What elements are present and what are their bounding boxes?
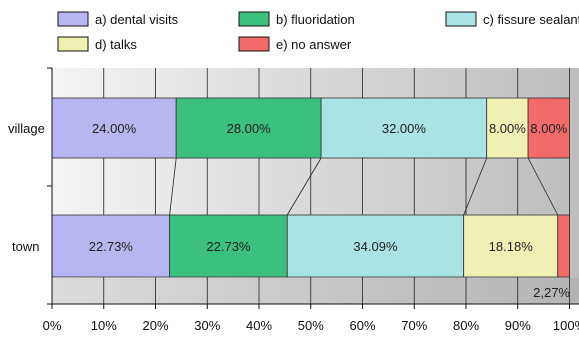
x-tick-label: 60% (349, 318, 375, 333)
legend-swatch (445, 11, 477, 27)
legend-swatch (57, 36, 89, 52)
category-label: town (12, 239, 39, 254)
x-tick-label: 50% (298, 318, 324, 333)
legend-swatch (238, 11, 270, 27)
x-tick-label: 90% (505, 318, 531, 333)
bar-segment (463, 214, 559, 278)
x-tick-label: 80% (453, 318, 479, 333)
annotation-label: 2,27% (533, 285, 570, 300)
bar-segment (51, 214, 171, 278)
connector-line (463, 157, 488, 216)
bar-value-label: 34.09% (353, 239, 398, 254)
legend-label: c) fissure sealants (483, 12, 579, 27)
bar-value-label: 8.00% (489, 121, 526, 136)
category-label: village (8, 121, 45, 136)
x-tick-label: 0% (43, 318, 62, 333)
bars (51, 97, 570, 278)
bar-segment (286, 214, 465, 278)
bar-value-label: 8.00% (530, 121, 567, 136)
plot-band-bottom (52, 278, 579, 304)
connector-line (527, 157, 559, 216)
x-axis-ticks: 0% 10% 20% 30% 40% 50% 60% 70% 80% 90% 100% (43, 304, 579, 333)
bar-value-labels: 24.00% 28.00% 32.00% 8.00% 8.00% 22.73% 22.73%… (89, 121, 568, 254)
legend-label: e) no answer (276, 37, 352, 52)
x-tick-label: 70% (401, 318, 427, 333)
connector-lines (169, 157, 559, 216)
bar-value-label: 18.18% (489, 239, 534, 254)
bar-value-label: 32.00% (382, 121, 427, 136)
connector-line (169, 157, 177, 216)
x-tick-label: 20% (142, 318, 168, 333)
bar-value-label: 28.00% (227, 121, 272, 136)
legend-swatch (57, 11, 89, 27)
legend: a) dental visits b) fluoridation c) fissur… (57, 11, 579, 52)
bar-value-label: 22.73% (206, 239, 251, 254)
bar-segment (527, 97, 570, 159)
x-tick-label: 10% (91, 318, 117, 333)
bar-segment (51, 97, 177, 159)
legend-label: d) talks (95, 37, 137, 52)
bar-segment (320, 97, 488, 159)
bar-value-label: 22.73% (89, 239, 134, 254)
bar-segment (557, 214, 570, 278)
bar-segment (175, 97, 322, 159)
legend-label: a) dental visits (95, 12, 179, 27)
legend-label: b) fluoridation (276, 12, 355, 27)
legend-swatch (238, 36, 270, 52)
x-tick-label: 100% (553, 318, 579, 333)
bar-value-label: 24.00% (92, 121, 137, 136)
bar-segment (169, 214, 288, 278)
category-labels: village town (8, 121, 45, 254)
x-tick-label: 40% (246, 318, 272, 333)
x-tick-label: 30% (194, 318, 220, 333)
connector-line (286, 157, 322, 216)
